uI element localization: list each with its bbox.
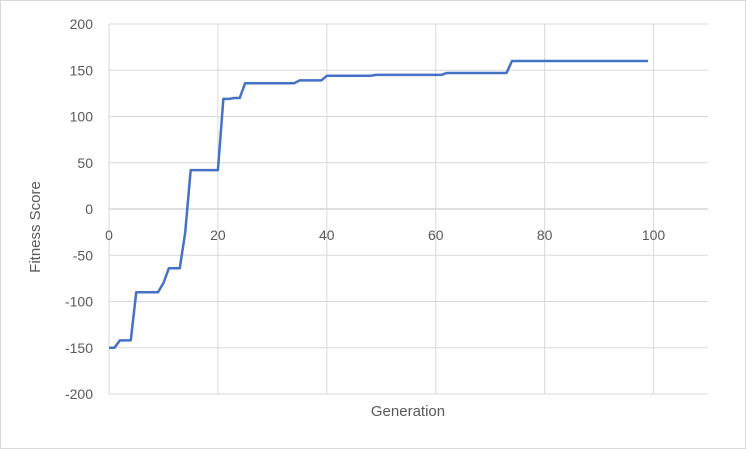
- y-tick-label: 200: [70, 16, 94, 32]
- y-axis-ticks: 200 150 100 50 0 -50 -100 -150 -200: [65, 16, 93, 402]
- y-axis-title: Fitness Score: [27, 181, 44, 273]
- y-tick-label: -100: [65, 294, 93, 310]
- y-tick-label: -150: [65, 340, 93, 356]
- y-tick-label: 100: [70, 109, 94, 125]
- x-axis-ticks: 0 20 40 60 80 100: [105, 227, 665, 243]
- x-tick-label: 60: [428, 227, 444, 243]
- x-tick-label: 100: [642, 227, 666, 243]
- y-tick-label: 0: [85, 201, 93, 217]
- y-tick-label: -200: [65, 386, 93, 402]
- y-tick-label: -50: [73, 247, 93, 263]
- x-tick-label: 80: [537, 227, 553, 243]
- x-axis-title: Generation: [371, 403, 445, 420]
- fitness-series-line: [109, 59, 649, 349]
- x-tick-label: 20: [210, 227, 226, 243]
- gridlines: [108, 23, 708, 395]
- y-tick-label: 50: [77, 155, 93, 171]
- y-tick-label: 150: [70, 62, 94, 78]
- x-tick-label: 40: [319, 227, 335, 243]
- x-tick-label: 0: [105, 227, 113, 243]
